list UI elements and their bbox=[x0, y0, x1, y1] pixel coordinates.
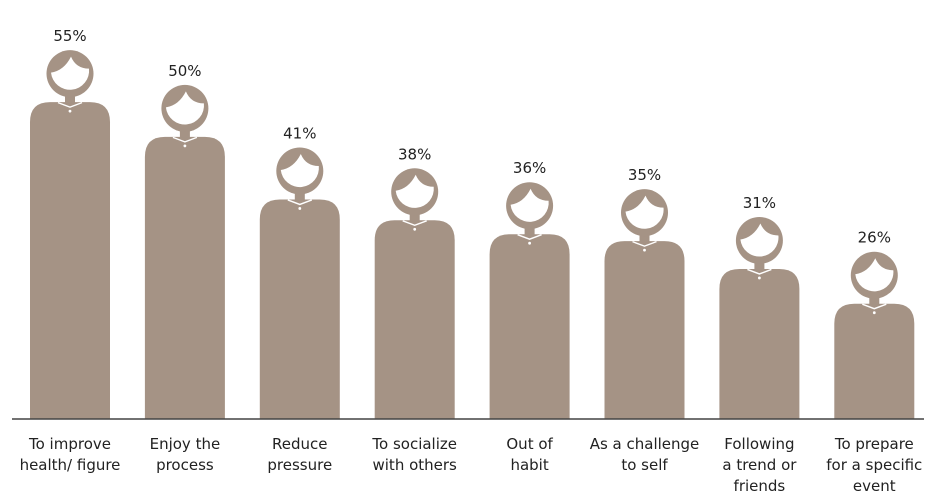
person-body-5 bbox=[489, 234, 570, 419]
person-collar-6 bbox=[632, 240, 657, 247]
person-neck-1 bbox=[65, 94, 75, 104]
category-label-line: Enjoy the bbox=[150, 435, 221, 453]
person-body-1 bbox=[30, 102, 110, 420]
value-label-8: 26% bbox=[858, 229, 891, 247]
value-label-3: 41% bbox=[283, 124, 316, 142]
person-bar-3 bbox=[259, 147, 340, 419]
person-body-6 bbox=[604, 241, 685, 419]
person-face-8 bbox=[855, 258, 894, 292]
person-collar-2 bbox=[172, 136, 198, 143]
category-label-line: to self bbox=[621, 456, 668, 474]
labels-layer: 55% To improve health/ figure 50% Enjoy the p… bbox=[20, 27, 923, 495]
category-label-line: As a challenge bbox=[590, 435, 700, 453]
category-label-8: To prepare for a specific event bbox=[826, 435, 922, 493]
person-button-5 bbox=[528, 241, 531, 245]
category-label-line: Following bbox=[724, 435, 794, 453]
person-neck-5 bbox=[524, 226, 535, 236]
person-body-8 bbox=[834, 303, 915, 419]
category-label-2: Enjoy the process bbox=[150, 435, 221, 474]
person-button-6 bbox=[643, 248, 646, 252]
category-label-line: process bbox=[156, 456, 214, 474]
category-label-6: As a challenge to self bbox=[590, 435, 700, 474]
person-bar-4 bbox=[374, 168, 455, 419]
person-collar-5 bbox=[517, 234, 542, 240]
person-body-3 bbox=[259, 199, 340, 419]
person-collar-1 bbox=[57, 101, 83, 108]
person-face-7 bbox=[740, 223, 779, 257]
value-label-5: 36% bbox=[513, 159, 546, 177]
person-face-4 bbox=[395, 174, 434, 208]
person-neck-8 bbox=[869, 295, 880, 305]
person-bar-6 bbox=[604, 189, 685, 419]
category-label-line: Reduce bbox=[272, 435, 327, 453]
category-label-3: Reduce pressure bbox=[267, 435, 332, 474]
person-button-8 bbox=[872, 311, 876, 315]
category-label-line: for a specific bbox=[826, 456, 922, 474]
person-collar-7 bbox=[747, 268, 772, 275]
category-label-line: event bbox=[853, 477, 896, 493]
person-button-3 bbox=[298, 207, 302, 210]
person-bar-1 bbox=[30, 50, 110, 420]
category-label-line: friends bbox=[734, 477, 786, 493]
category-label-line: To prepare bbox=[834, 435, 914, 453]
person-neck-4 bbox=[409, 212, 420, 222]
category-label-5: Out of habit bbox=[506, 435, 553, 474]
person-neck-6 bbox=[639, 233, 650, 243]
category-label-line: health/ figure bbox=[20, 456, 121, 474]
category-label-line: pressure bbox=[267, 456, 332, 474]
person-face-3 bbox=[280, 153, 319, 188]
person-button-4 bbox=[413, 227, 417, 231]
person-face-6 bbox=[625, 195, 664, 229]
category-label-line: To improve bbox=[28, 435, 111, 453]
category-label-7: Following a trend or friends bbox=[722, 435, 797, 493]
figures-layer bbox=[30, 50, 915, 420]
value-label-6: 35% bbox=[628, 166, 661, 184]
person-button-1 bbox=[68, 109, 72, 113]
value-label-7: 31% bbox=[743, 194, 776, 212]
person-body-4 bbox=[374, 220, 455, 419]
person-body-7 bbox=[719, 268, 800, 419]
category-label-line: To socialize bbox=[371, 435, 457, 453]
person-bar-8 bbox=[834, 251, 915, 419]
category-label-line: habit bbox=[510, 456, 548, 474]
person-face-5 bbox=[510, 188, 549, 222]
person-neck-2 bbox=[179, 128, 190, 138]
person-collar-8 bbox=[862, 303, 887, 310]
value-label-1: 55% bbox=[53, 27, 86, 45]
person-bar-7 bbox=[719, 216, 800, 419]
person-bar-2 bbox=[144, 84, 225, 419]
category-label-line: a trend or bbox=[722, 456, 797, 474]
value-label-2: 50% bbox=[168, 62, 201, 80]
person-face-2 bbox=[165, 91, 205, 125]
person-collar-4 bbox=[402, 220, 427, 227]
person-face-1 bbox=[51, 56, 90, 90]
category-label-line: Out of bbox=[506, 435, 553, 453]
person-bar-5 bbox=[489, 182, 570, 419]
category-label-1: To improve health/ figure bbox=[20, 435, 121, 474]
person-neck-7 bbox=[754, 260, 765, 270]
person-collar-3 bbox=[287, 199, 313, 206]
person-button-7 bbox=[758, 276, 761, 280]
category-label-4: To socialize with others bbox=[371, 435, 457, 474]
person-body-2 bbox=[144, 136, 225, 419]
person-button-2 bbox=[183, 144, 187, 148]
category-label-line: with others bbox=[373, 456, 458, 474]
value-label-4: 38% bbox=[398, 145, 431, 163]
person-neck-3 bbox=[294, 191, 305, 201]
